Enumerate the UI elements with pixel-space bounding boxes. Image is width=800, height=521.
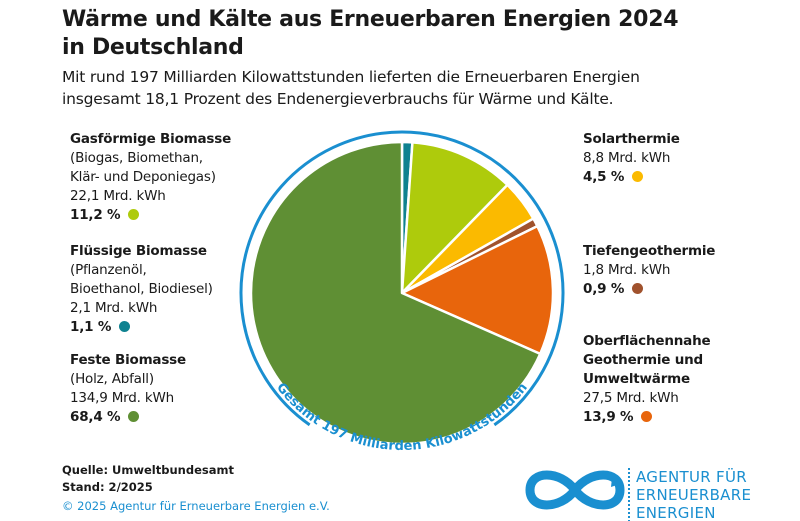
legend-name: Gasförmige Biomasse [70,131,232,147]
legend-name: Geothermie und [583,352,704,368]
legend-color-dot [641,411,653,422]
legend-name: Feste Biomasse [70,352,186,368]
page-title: Wärme und Kälte aus Erneuerbaren Energie… [62,6,679,62]
legend-value: 27,5 Mrd. kWh [583,390,679,406]
legend-detail: Bioethanol, Biodiesel) [70,281,213,297]
logo-text: AGENTUR FÜR ERNEUERBARE ENERGIEN [628,468,751,521]
legend-color-dot [632,283,644,294]
legend-detail: (Holz, Abfall) [70,371,154,387]
legend-solarthermie: Solarthermie 8,8 Mrd. kWh 4,5 % [583,130,680,187]
legend-name: Umweltwärme [583,371,690,387]
legend-gasfoermige-biomasse: Gasförmige Biomasse (Biogas, Biomethan, … [70,130,231,225]
legend-feste-biomasse: Feste Biomasse (Holz, Abfall) 134,9 Mrd.… [70,351,186,427]
legend-value: 1,8 Mrd. kWh [583,262,671,278]
legend-value: 8,8 Mrd. kWh [583,150,671,166]
legend-percent: 68,4 % [70,409,121,425]
legend-color-dot [119,321,131,332]
legend-name: Solarthermie [583,131,680,147]
legend-tiefengeothermie: Tiefengeothermie 1,8 Mrd. kWh 0,9 % [583,242,715,299]
title-line: Wärme und Kälte aus Erneuerbaren Energie… [62,7,679,32]
date-note: Stand: 2/2025 [62,480,153,494]
legend-oberflaechennahe-geothermie: Oberflächennahe Geothermie und Umweltwär… [583,332,711,427]
copyright: © 2025 Agentur für Erneuerbare Energien … [62,499,330,513]
subtitle-line: Mit rund 197 Milliarden Kilowattstunden … [62,68,640,86]
legend-color-dot [128,411,140,422]
legend-name: Flüssige Biomasse [70,243,207,259]
legend-detail: (Biogas, Biomethan, [70,150,203,166]
legend-name: Oberflächennahe [583,333,711,349]
legend-fluessige-biomasse: Flüssige Biomasse (Pflanzenöl, Bioethano… [70,242,213,337]
legend-name: Tiefengeothermie [583,243,716,259]
legend-percent: 4,5 % [583,169,625,185]
total-ring [239,130,565,427]
logo-line: ERNEUERBARE [636,486,752,504]
legend-value: 134,9 Mrd. kWh [70,390,174,406]
pie-slice-4 [400,224,555,356]
legend-value: 2,1 Mrd. kWh [70,300,158,316]
legend-percent: 1,1 % [70,319,112,335]
legend-detail: (Pflanzenöl, [70,262,147,278]
legend-percent: 0,9 % [583,281,625,297]
subtitle: Mit rund 197 Milliarden Kilowattstunden … [62,66,640,110]
pie-slice-1 [400,141,509,295]
subtitle-line: insgesamt 18,1 Prozent des Endenergiever… [62,90,614,108]
pie-slice-5 [249,140,542,446]
legend-percent: 11,2 % [70,207,121,223]
source-note: Quelle: Umweltbundesamt [62,463,234,477]
logo-line: ENERGIEN [636,504,716,521]
legend-detail: Klär- und Deponiegas) [70,169,216,185]
legend-color-dot [632,171,644,182]
logo-line: AGENTUR FÜR [636,468,747,486]
legend-percent: 13,9 % [583,409,634,425]
legend-color-dot [128,209,140,220]
title-line: in Deutschland [62,35,244,60]
legend-value: 22,1 Mrd. kWh [70,188,166,204]
